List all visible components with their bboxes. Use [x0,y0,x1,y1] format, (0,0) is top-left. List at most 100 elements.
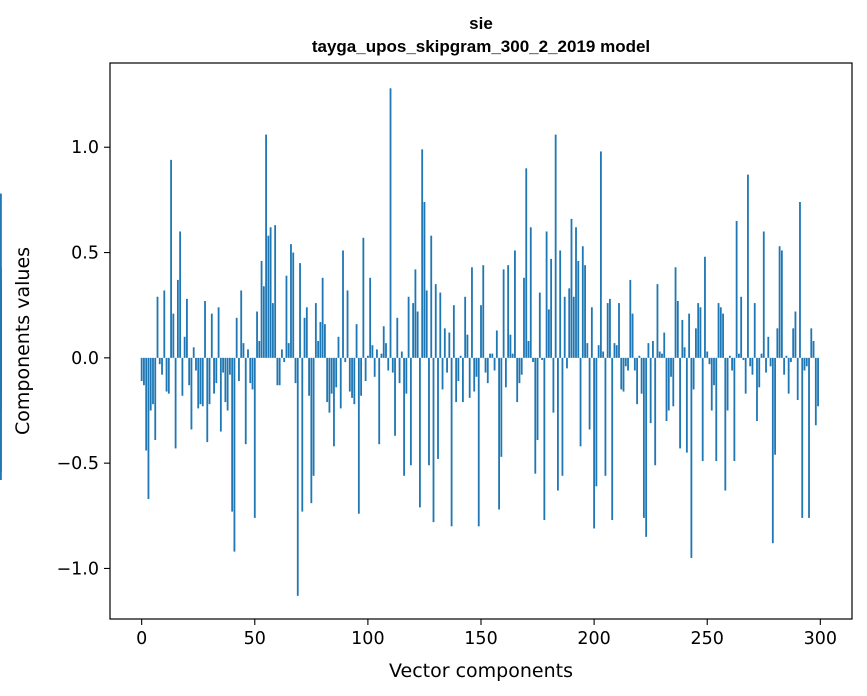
bar [183,336,186,358]
bar [412,303,415,358]
bar [423,202,426,358]
bar [769,357,772,367]
chart-title: sie [469,14,493,33]
bar [409,357,412,466]
bar [448,332,451,358]
bar [462,357,464,403]
bar [328,357,331,413]
bar [541,357,543,360]
bar [491,353,494,358]
bar [314,303,317,358]
bar [364,357,367,382]
bar [416,311,419,358]
bar [581,246,584,358]
bar [480,305,482,358]
x-axis-label: Vector components [389,660,573,682]
bar [498,357,500,510]
bar [391,357,394,373]
bar [724,357,727,491]
bar [814,357,817,426]
x-tick-label: 250 [691,629,724,649]
bar [319,322,322,358]
bar [253,357,256,518]
bar [274,225,277,358]
bar [271,303,274,358]
bar [425,290,428,358]
bar [627,357,629,371]
x-axis-ticks: 0 50 100 150 200 250 300 [136,619,837,649]
bar [382,326,385,358]
bar [353,357,356,405]
bar [441,357,444,390]
bar [645,357,648,537]
bar [181,357,184,396]
bar [378,357,381,445]
bar [737,353,740,358]
bar [704,256,706,358]
bar [783,357,786,375]
bar [719,307,722,358]
bar [179,231,182,358]
bar [713,357,715,386]
bar [419,357,421,508]
bar [145,357,148,451]
bar [0,279,2,358]
bar [507,265,510,358]
bar [561,357,564,476]
bar [805,357,808,367]
bar [312,357,315,476]
bar [500,357,503,457]
bar [339,357,342,409]
bar [728,355,731,358]
bar [348,357,351,392]
bar [538,292,541,358]
bar [201,357,204,407]
bar [753,303,756,358]
bar [661,353,663,358]
bar [0,357,2,472]
bar [0,193,2,358]
bar [649,357,652,424]
bar [495,330,498,358]
bar [321,277,324,358]
bar [450,357,453,527]
bar [543,357,546,521]
bar [186,298,188,358]
bar [400,351,403,358]
bar [224,357,227,403]
bar [326,357,329,403]
y-axis-label: Components values [12,247,34,435]
bar [466,334,469,358]
bar [679,357,681,449]
bar [733,357,736,462]
bar [217,307,220,358]
bar [534,357,537,474]
bar [366,355,369,358]
bar [285,275,288,358]
bar [371,345,374,358]
bar [258,341,261,358]
bar [240,290,243,358]
bar [747,174,749,358]
bar [208,357,211,405]
bar [624,357,627,367]
bar [706,351,709,358]
bar [812,341,815,358]
bar [722,313,724,358]
bar [699,307,702,358]
bar [265,134,267,358]
bar [708,357,711,365]
bar [586,343,589,358]
bar [163,290,166,358]
bar [665,357,668,422]
bar [590,307,593,358]
bar [511,353,514,358]
bar [785,355,788,358]
bar [584,265,586,358]
bar [414,269,417,358]
y-tick-label: 1.0 [71,138,99,158]
bar [192,347,195,358]
bar [792,328,795,358]
y-tick-label: −1.0 [57,559,100,579]
